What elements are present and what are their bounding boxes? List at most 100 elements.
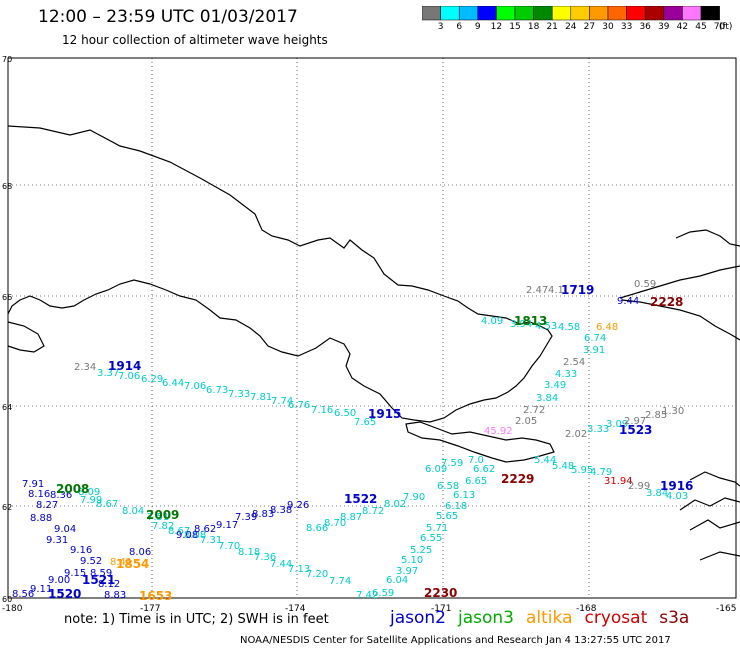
coastline-lagoon bbox=[7, 321, 45, 353]
wave-height-value: 6.73 bbox=[206, 385, 228, 396]
wave-height-value: 6.09 bbox=[425, 464, 447, 475]
wave-height-value: 7.91 bbox=[22, 479, 44, 490]
lat-label: 68 bbox=[2, 182, 12, 191]
wave-height-value: 9.17 bbox=[216, 520, 238, 531]
wave-height-value: 8.02 bbox=[384, 499, 406, 510]
lon-label: -171 bbox=[431, 604, 451, 614]
colorbar-tick-label: 3 bbox=[437, 22, 444, 32]
wave-height-value: 5.71 bbox=[426, 523, 448, 534]
wave-height-value: 7.74 bbox=[329, 576, 351, 587]
wave-height-value: 7.42 bbox=[356, 590, 378, 601]
colorbar-tick-label: 33 bbox=[620, 22, 633, 32]
lon-label: -174 bbox=[285, 604, 306, 614]
coastline-chukotka bbox=[7, 125, 553, 423]
wave-height-value: 7.33 bbox=[228, 389, 250, 400]
colorbar-tick-label: 42 bbox=[676, 22, 689, 32]
coastline-alaska-shore bbox=[621, 299, 740, 341]
wave-height-value: 3.94 bbox=[510, 319, 532, 330]
wave-height-value: 8.56 bbox=[12, 589, 34, 600]
map-subtitle: 12 hour collection of altimeter wave hei… bbox=[62, 33, 328, 47]
wave-height-value: 8.09 bbox=[78, 487, 100, 498]
wave-height-value: 6.13 bbox=[453, 490, 475, 501]
wave-height-value: 7.36 bbox=[254, 552, 276, 563]
pass-time-label: 1653 bbox=[139, 589, 172, 603]
wave-height-value: 9.52 bbox=[80, 556, 102, 567]
lat-label: 62 bbox=[2, 503, 12, 512]
wave-height-value: 6.44 bbox=[162, 378, 184, 389]
wave-height-value: 8.16 bbox=[28, 489, 50, 500]
colorbar-tick-label: 15 bbox=[509, 22, 521, 32]
legend-s3a: s3a bbox=[659, 608, 690, 628]
wave-height-value: 8.18 bbox=[238, 547, 260, 558]
pass-time-label: 1523 bbox=[619, 423, 652, 437]
lat-label: 66 bbox=[2, 293, 12, 302]
wave-height-value: 6.59 bbox=[372, 588, 394, 599]
wave-height-value: 8.04 bbox=[122, 506, 144, 517]
wave-height-value: 8.87 bbox=[340, 512, 362, 523]
wave-height-value: 8.06 bbox=[129, 547, 151, 558]
wave-height-value: 9.15 bbox=[64, 568, 86, 579]
wave-height-value: 6.50 bbox=[334, 408, 356, 419]
lon-label: -180 bbox=[2, 604, 23, 614]
wave-height-value: 6.29 bbox=[141, 374, 163, 385]
wave-height-value: 2.85 bbox=[645, 410, 667, 421]
pass-time-label: 2008 bbox=[56, 482, 89, 496]
lon-labels: -180 -177 -174 -171 -168 -165 bbox=[2, 604, 736, 614]
wave-height-value: 5.44 bbox=[534, 455, 556, 466]
wave-height-value: 3.84 bbox=[646, 488, 668, 499]
wave-height-value: 6.04 bbox=[386, 575, 408, 586]
wave-height-value: 7.74 bbox=[271, 396, 293, 407]
wave-height-value: 5.95 bbox=[571, 465, 593, 476]
wave-height-value: 5.48 bbox=[552, 461, 574, 472]
wave-height-value: 7.16 bbox=[311, 405, 333, 416]
wave-height-value: 7.59 bbox=[441, 458, 463, 469]
pass-time-label: 1521 bbox=[82, 573, 115, 587]
pass-time-label: 2230 bbox=[424, 586, 457, 600]
wave-height-value: 4.33 bbox=[555, 369, 577, 380]
wave-height-value: 6.55 bbox=[420, 533, 442, 544]
wave-height-value: 4.03 bbox=[666, 491, 688, 502]
wave-height-value: 7.0 bbox=[468, 455, 484, 466]
lon-label: -177 bbox=[140, 604, 160, 614]
wave-height-value: 2.47 bbox=[526, 285, 548, 296]
colorbar-tick-label: 24 bbox=[565, 22, 577, 32]
wave-height-value: 5.10 bbox=[401, 555, 423, 566]
wave-height-value: 2.97 bbox=[624, 416, 646, 427]
legend-jason3: jason3 bbox=[458, 608, 514, 628]
wave-height-value: 7.81 bbox=[250, 392, 272, 403]
lat-labels: 70 68 66 64 62 60 bbox=[2, 55, 12, 604]
wave-height-value: 3.37 bbox=[97, 368, 119, 379]
wave-height-value: 5.65 bbox=[436, 511, 458, 522]
colorbar-unit: (ft) bbox=[718, 22, 733, 32]
lat-label: 70 bbox=[2, 55, 12, 64]
colorbar-tick-label: 12 bbox=[490, 22, 503, 32]
colorbar-tick-label: 6 bbox=[456, 22, 463, 32]
pass-time-label: 1854 bbox=[116, 557, 149, 571]
wave-height-value: 7.39 bbox=[235, 512, 257, 523]
wave-height-value: 7.31 bbox=[200, 535, 222, 546]
wave-height-value: 4.1 bbox=[548, 285, 564, 296]
pass-time-label: 2009 bbox=[146, 508, 179, 522]
wave-height-value: 8.67 bbox=[168, 526, 190, 537]
pass-time-label: 1915 bbox=[368, 407, 401, 421]
wave-height-value: 6.74 bbox=[584, 333, 606, 344]
legend-altika: altika bbox=[526, 608, 573, 628]
colorbar-tick-label: 27 bbox=[583, 22, 596, 32]
legend-jason2: jason2 bbox=[390, 608, 446, 628]
wave-height-value: 8.59 bbox=[90, 568, 112, 579]
wave-height-value: 5.25 bbox=[410, 545, 432, 556]
wave-height-value: 8.70 bbox=[324, 518, 346, 529]
wave-height-value: 8.83 bbox=[104, 590, 126, 601]
wave-height-value: 4.79 bbox=[590, 467, 612, 478]
wave-height-value: 7.20 bbox=[306, 569, 328, 580]
wave-height-value: 9.00 bbox=[48, 575, 70, 586]
wave-height-value: 3.84 bbox=[536, 393, 558, 404]
wave-height-value: 8.38 bbox=[270, 505, 292, 516]
wave-height-value: 3.91 bbox=[583, 345, 605, 356]
wave-height-value: 7.90 bbox=[403, 492, 425, 503]
wave-height-value: 1.30 bbox=[662, 406, 684, 417]
pass-time-label: 1719 bbox=[561, 283, 594, 297]
wave-height-value: 8.67 bbox=[96, 499, 118, 510]
pass-time-label: 1813 bbox=[514, 314, 547, 328]
